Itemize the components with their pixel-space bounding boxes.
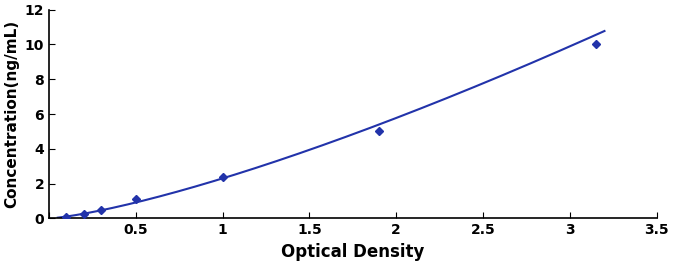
X-axis label: Optical Density: Optical Density: [281, 243, 425, 261]
Y-axis label: Concentration(ng/mL): Concentration(ng/mL): [4, 20, 19, 208]
